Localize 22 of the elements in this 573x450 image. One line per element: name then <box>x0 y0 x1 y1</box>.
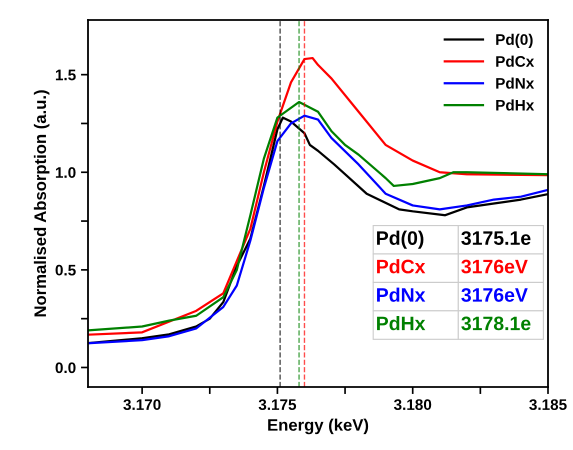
legend-label: PdHx <box>496 99 534 111</box>
legend-label: PdNx <box>496 78 534 89</box>
annotation: PdHx <box>377 316 426 330</box>
annotation: 3178.1e <box>461 316 530 330</box>
annotation: Pd(0) <box>377 230 424 249</box>
y-tick-label: 1.0 <box>56 167 76 178</box>
annotation: PdCx <box>377 259 426 274</box>
annotation: 3176eV <box>461 260 528 274</box>
x-tick-label: 3.175 <box>258 399 296 410</box>
x-tick-label: 3.185 <box>529 399 567 410</box>
legend-label: Pd(0) <box>496 34 533 48</box>
x-tick-label: 3.180 <box>394 399 432 410</box>
legend-label: PdCx <box>496 56 534 67</box>
y-axis-title: Normalised Absorption (a.u.) <box>34 90 50 316</box>
y-tick-label: 0.0 <box>56 362 76 374</box>
annotation: PdNx <box>377 288 426 302</box>
annotation: 3175.1e <box>461 231 530 245</box>
y-tick-label: 0.5 <box>56 264 76 276</box>
x-tick-label: 3.170 <box>123 399 161 410</box>
x-axis-title: Energy (keV) <box>268 418 368 434</box>
annotation: 3176eV <box>461 288 528 302</box>
y-tick-label: 1.5 <box>56 70 76 80</box>
